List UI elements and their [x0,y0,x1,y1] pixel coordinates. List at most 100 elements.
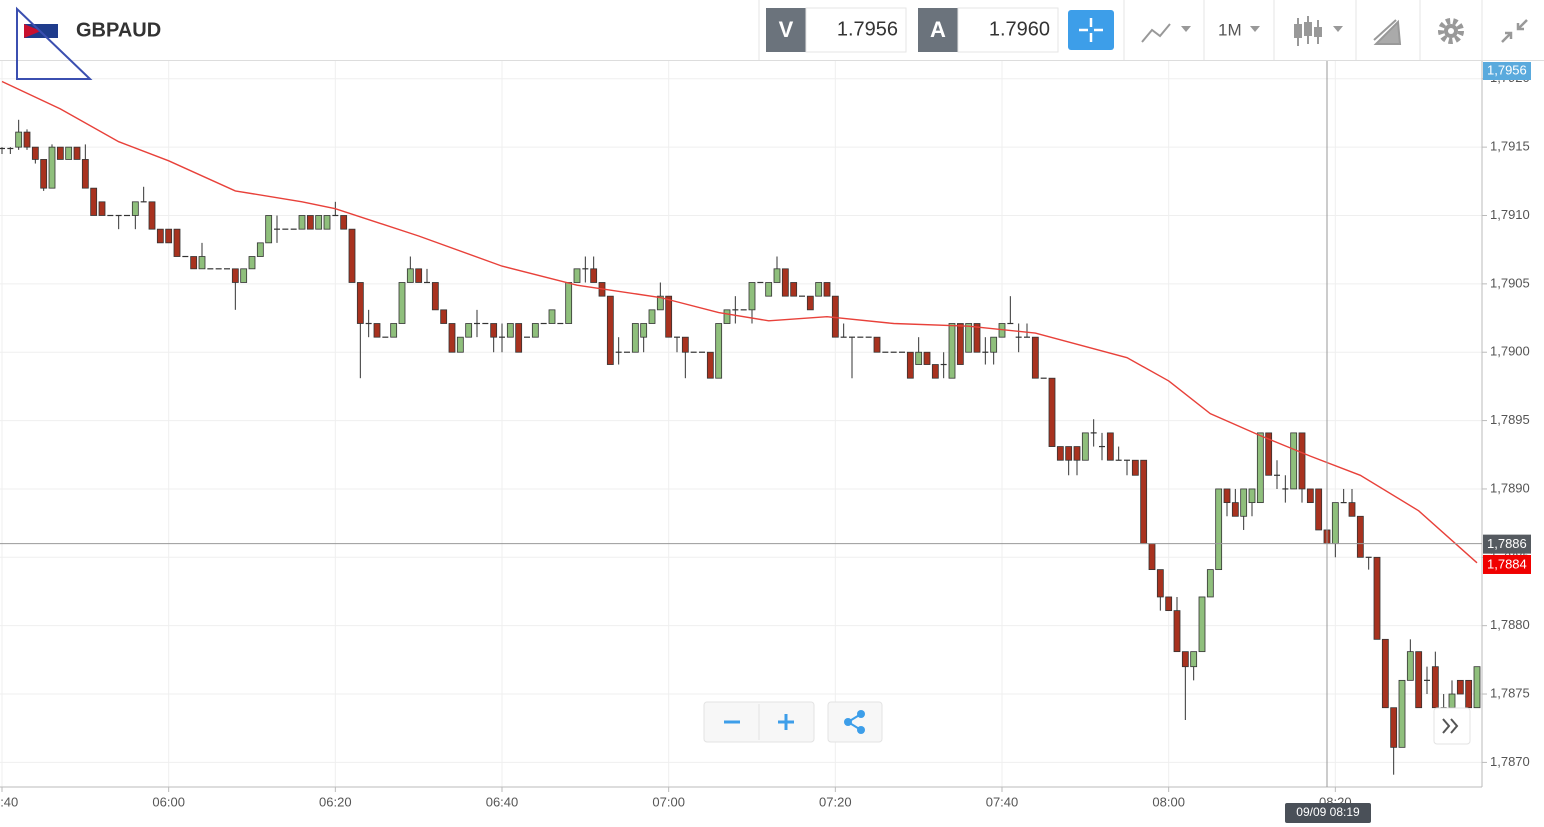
settings-icon[interactable] [1438,18,1464,44]
candles-icon [1294,24,1302,38]
candle-body [656,295,664,311]
candle-body [448,323,456,353]
x-tick-label: 06:40 [486,794,519,809]
candle-body [1140,459,1148,545]
candle-body [1248,488,1256,504]
y-tick-label: 1,7895 [1490,412,1530,427]
candle-body [1190,651,1198,668]
candle-body [1065,446,1073,461]
candle-body [790,282,798,297]
x-tick-label: 08:00 [1152,794,1185,809]
candle-body [23,131,31,148]
candle-body [65,146,73,160]
collapse-icon[interactable] [1501,19,1528,43]
candle-body [815,282,823,297]
candle-body [648,309,656,324]
ask-letter: A [930,17,946,42]
x-tick-label: 06:00 [152,794,185,809]
candle-body [1056,446,1064,461]
axes: 1,78701,78751,78801,78851,78901,78951,79… [0,61,1530,809]
settings-icon [1448,28,1454,34]
candle-body [781,268,789,297]
candle-body [706,351,714,379]
ask-box[interactable] [957,7,1059,53]
moving-average [1,80,1478,564]
candle-body [490,323,498,338]
candle-body [1331,502,1339,545]
y-tick-label: 1,7890 [1490,480,1530,495]
ask-badge [918,8,958,52]
candle-body [1431,666,1439,709]
pinned-label: 1,7956 [1487,62,1527,77]
pinned-label-bg [1483,62,1531,80]
dropdown-arrow [1333,26,1343,32]
candle-body [1373,556,1381,640]
candle-body [131,201,139,216]
candle-body [198,256,206,270]
candle-body [456,336,464,353]
candle-body [1398,679,1406,748]
candle-body [1223,488,1231,504]
interval[interactable]: 1M [1218,20,1242,39]
candle-body [1048,377,1056,447]
candle-body [681,336,689,353]
candle-body [323,215,331,230]
candle-body [415,268,423,283]
candle-body [1348,502,1356,517]
y-tick-label: 1,7905 [1490,275,1530,290]
candle-body [748,282,756,311]
scroll-end-button[interactable] [1433,707,1471,745]
candle-body [73,146,81,160]
x-tick-label: 05:40 [0,794,18,809]
candle-body [565,282,573,324]
candle-body [173,228,181,257]
candle-body [806,295,814,311]
candle-body [431,282,439,311]
candle-body [665,295,673,338]
y-tick-label: 1,7875 [1490,685,1530,700]
candle-body [1265,432,1273,476]
candle-body [373,323,381,338]
share-icon [844,718,852,726]
candle-body [90,187,98,216]
zoom-in-button[interactable] [778,714,794,730]
candle-body [1298,432,1306,490]
crosshair-button[interactable] [1068,10,1114,50]
candle-body [1315,488,1323,531]
candle-body [1240,488,1248,517]
triangle-mark [16,6,93,80]
bid-letter: V [779,17,794,42]
candle-body [1448,693,1456,709]
candle-body [531,323,539,338]
candles-icon [1314,27,1322,37]
candle-body [298,215,306,230]
draw-icon[interactable] [1373,19,1402,45]
candle-body [1131,459,1139,476]
candle-body [823,282,831,297]
crosshair-x-label-bg [1285,803,1371,823]
candle-body [265,215,273,244]
candle-body [773,268,781,283]
candle-body [1165,596,1173,612]
overlay: 09/09 08:19 1,7886 1,7884 1,7956 [0,61,1531,823]
dropdown-arrow [1250,26,1260,32]
candle-body [1390,707,1398,748]
share-box [827,701,883,743]
dropdown-arrow [1181,26,1191,32]
candle-body [573,268,581,283]
crosshair-x-label: 09/09 08:19 [1296,805,1360,819]
bid-box[interactable] [805,7,907,53]
candle-body [640,323,648,338]
y-tick-label: 1,7915 [1490,139,1530,154]
chart-type-icon[interactable] [1141,23,1171,43]
bid-badge [766,8,806,52]
candle-body [715,323,723,379]
bid-price: 1.7956 [837,18,898,40]
candle-body [231,268,239,283]
candle-body [148,201,156,230]
candle-body [906,351,914,379]
candle-body [1073,446,1081,461]
candle-body [31,146,39,160]
plot-area [0,80,1481,775]
candle-body [256,242,264,257]
